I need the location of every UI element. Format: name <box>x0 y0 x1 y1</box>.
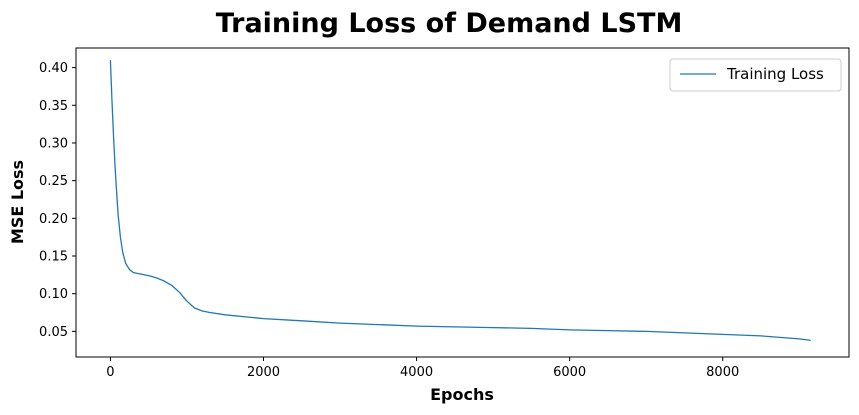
legend-label: Training Loss <box>726 65 824 83</box>
y-tick-label: 0.25 <box>39 174 68 189</box>
x-tick-label: 4000 <box>400 365 433 380</box>
y-tick-label: 0.40 <box>39 61 68 76</box>
y-axis-label: MSE Loss <box>8 160 27 244</box>
x-tick-label: 0 <box>106 365 114 380</box>
y-tick-label: 0.20 <box>39 212 68 227</box>
y-tick-label: 0.10 <box>39 287 68 302</box>
x-tick-label: 8000 <box>706 365 739 380</box>
plot-area <box>75 47 850 358</box>
y-tick-label: 0.15 <box>39 250 68 265</box>
legend: Training Loss <box>669 58 842 92</box>
y-tick-label: 0.30 <box>39 136 68 151</box>
series-line <box>109 60 811 342</box>
y-tick-label: 0.35 <box>39 99 68 114</box>
x-tick-label: 2000 <box>247 365 280 380</box>
x-axis-label: Epochs <box>430 385 494 404</box>
chart-title: Training Loss of Demand LSTM <box>216 8 683 39</box>
y-tick-label: 0.05 <box>39 325 68 340</box>
legend-box <box>669 58 842 92</box>
x-tick-label: 6000 <box>553 365 586 380</box>
